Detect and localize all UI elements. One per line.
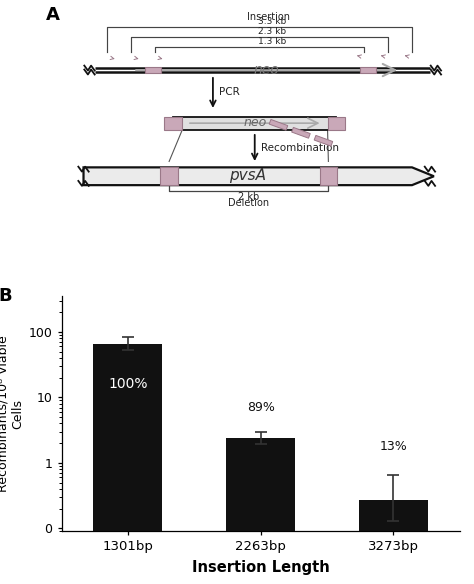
X-axis label: Insertion Length: Insertion Length (192, 561, 329, 575)
Text: PCR: PCR (219, 86, 240, 97)
Text: A: A (46, 6, 60, 24)
Text: 13%: 13% (380, 440, 407, 453)
Bar (292, 127, 310, 138)
Bar (226, 438, 295, 584)
Text: pvsA: pvsA (229, 168, 266, 183)
Bar (269, 120, 288, 130)
Bar (319, 168, 337, 185)
Text: Insertion: Insertion (247, 12, 290, 22)
Polygon shape (83, 168, 434, 185)
Text: Recombination: Recombination (261, 143, 339, 153)
Text: B: B (0, 287, 11, 305)
Bar (360, 67, 376, 73)
Text: 2 kb: 2 kb (238, 192, 259, 202)
Text: 89%: 89% (247, 401, 274, 414)
Bar (173, 117, 337, 130)
Text: 3.3 kb: 3.3 kb (257, 17, 286, 26)
Text: 2.3 kb: 2.3 kb (257, 27, 286, 36)
Text: neo: neo (254, 63, 280, 77)
Text: neo: neo (243, 116, 266, 129)
Bar (359, 500, 428, 584)
Bar (160, 168, 178, 185)
Bar (145, 67, 161, 73)
Bar (314, 135, 333, 146)
Text: Deletion: Deletion (228, 199, 269, 208)
Bar (328, 117, 345, 130)
Bar (164, 117, 182, 130)
Text: 1.3 kb: 1.3 kb (257, 37, 286, 46)
Text: 100%: 100% (108, 377, 148, 391)
Y-axis label: Recombinants/10⁸ Viable
Cells: Recombinants/10⁸ Viable Cells (0, 335, 25, 492)
Bar (93, 344, 163, 584)
